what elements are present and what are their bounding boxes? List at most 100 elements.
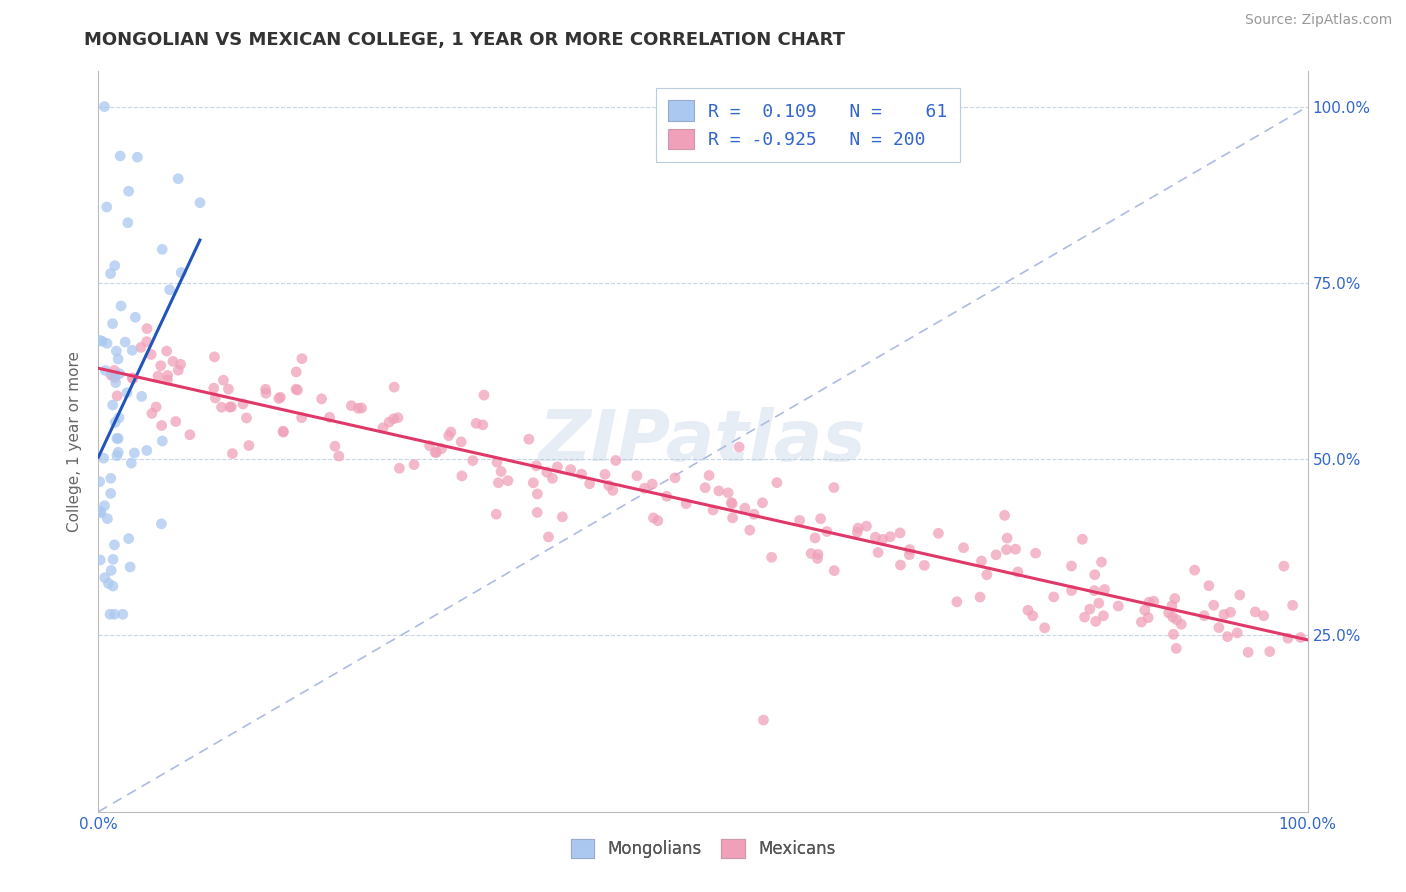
Point <box>388 461 411 475</box>
Point <box>1137 610 1160 624</box>
Point <box>269 390 291 404</box>
Point <box>101 579 124 593</box>
Point <box>291 410 314 425</box>
Point <box>969 590 991 604</box>
Point <box>150 418 173 433</box>
Point <box>846 521 869 535</box>
Point <box>486 475 509 490</box>
Point <box>107 432 129 446</box>
Point <box>865 530 887 544</box>
Point <box>823 564 845 578</box>
Point <box>526 487 548 501</box>
Point <box>100 267 122 281</box>
Point <box>647 514 669 528</box>
Point <box>571 467 593 482</box>
Point <box>1083 583 1105 598</box>
Point <box>984 548 1007 562</box>
Point <box>162 354 184 368</box>
Point <box>889 525 911 540</box>
Point <box>1161 599 1184 613</box>
Point <box>1157 606 1180 620</box>
Point <box>1025 546 1047 560</box>
Point <box>141 347 163 361</box>
Point <box>254 386 277 401</box>
Point <box>103 538 125 552</box>
Point <box>1229 588 1251 602</box>
Point <box>465 417 488 431</box>
Point <box>1164 591 1187 606</box>
Point <box>89 553 111 567</box>
Point <box>141 406 163 420</box>
Point <box>976 567 998 582</box>
Point <box>165 415 187 429</box>
Point <box>104 415 127 429</box>
Point <box>1277 632 1299 646</box>
Point <box>100 471 122 485</box>
Point <box>120 560 142 574</box>
Point <box>734 501 756 516</box>
Point <box>970 554 993 568</box>
Point <box>675 497 697 511</box>
Point <box>578 476 600 491</box>
Point <box>889 558 911 572</box>
Point <box>946 595 969 609</box>
Text: ZIPatlas: ZIPatlas <box>540 407 866 476</box>
Point <box>485 455 508 469</box>
Point <box>89 504 111 518</box>
Point <box>485 507 508 521</box>
Point <box>96 200 118 214</box>
Point <box>118 532 141 546</box>
Point <box>472 388 495 402</box>
Point <box>124 310 146 325</box>
Point <box>1226 626 1249 640</box>
Point <box>267 392 290 406</box>
Point <box>402 458 425 472</box>
Point <box>717 485 740 500</box>
Point <box>721 497 744 511</box>
Point <box>1161 610 1184 624</box>
Point <box>204 350 226 364</box>
Point <box>664 471 686 485</box>
Point <box>167 171 190 186</box>
Point <box>1060 583 1083 598</box>
Point <box>238 438 260 452</box>
Point <box>1071 533 1094 547</box>
Point <box>94 571 117 585</box>
Point <box>598 478 620 492</box>
Point <box>202 381 225 395</box>
Point <box>382 411 405 425</box>
Point <box>815 524 838 539</box>
Point <box>129 341 152 355</box>
Point <box>1033 621 1056 635</box>
Point <box>150 434 173 448</box>
Point <box>868 545 890 559</box>
Text: Source: ZipAtlas.com: Source: ZipAtlas.com <box>1244 13 1392 28</box>
Point <box>179 427 201 442</box>
Y-axis label: College, 1 year or more: College, 1 year or more <box>67 351 83 532</box>
Point <box>1130 615 1153 629</box>
Point <box>430 442 453 456</box>
Point <box>728 440 751 454</box>
Point <box>340 399 363 413</box>
Point <box>105 344 128 359</box>
Point <box>101 552 124 566</box>
Point <box>807 547 830 561</box>
Point <box>93 451 115 466</box>
Point <box>702 503 724 517</box>
Point <box>104 376 127 390</box>
Point <box>655 489 678 503</box>
Point <box>318 410 340 425</box>
Point <box>108 367 131 381</box>
Point <box>451 469 474 483</box>
Point <box>105 431 128 445</box>
Point <box>212 373 235 387</box>
Point <box>1088 596 1111 610</box>
Point <box>800 546 823 560</box>
Point <box>695 481 717 495</box>
Point <box>350 401 373 415</box>
Point <box>93 499 115 513</box>
Point <box>425 445 447 459</box>
Point <box>879 530 901 544</box>
Point <box>285 365 308 379</box>
Point <box>537 530 560 544</box>
